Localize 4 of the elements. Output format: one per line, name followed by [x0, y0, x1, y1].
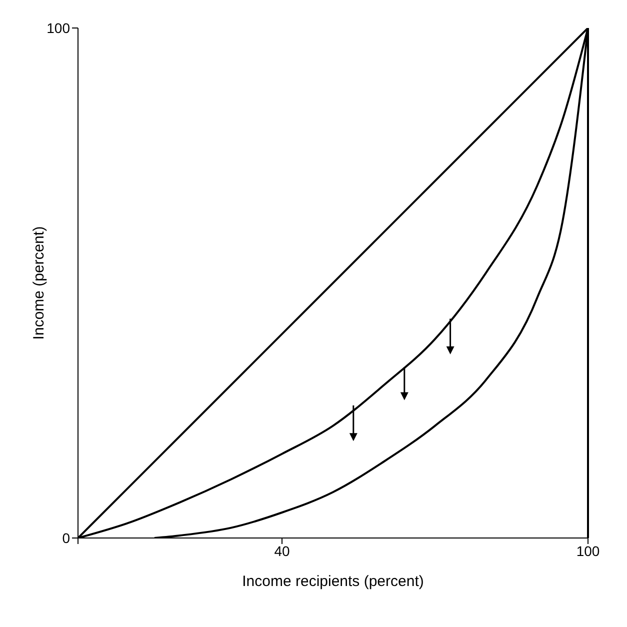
- y-tick-label: 0: [62, 530, 70, 546]
- y-axis-title: Income (percent): [30, 226, 48, 340]
- x-axis-title: Income recipients (percent): [242, 573, 424, 590]
- x-tick-label: 40: [274, 542, 290, 559]
